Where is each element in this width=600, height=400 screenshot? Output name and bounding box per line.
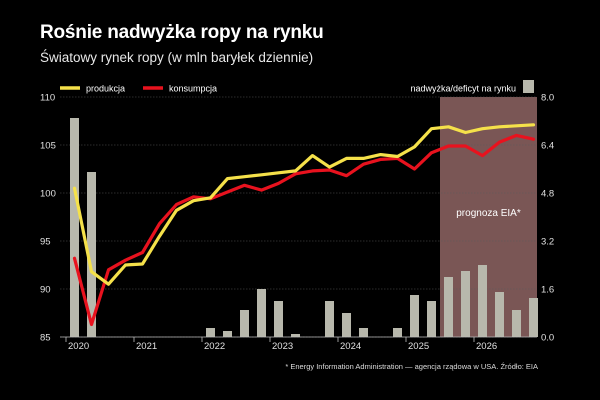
x-tick-label: 2021 bbox=[136, 341, 157, 352]
consumption-line bbox=[72, 133, 536, 327]
right-tick-label: 1.6 bbox=[541, 285, 554, 296]
balance-bar bbox=[70, 118, 79, 337]
legend: produkcja konsumpcja nadwyżka/deficyt na r… bbox=[60, 80, 534, 94]
balance-bar bbox=[342, 313, 351, 337]
right-tick-label: 6.4 bbox=[541, 141, 554, 152]
right-tick-label: 0.0 bbox=[541, 333, 554, 344]
forecast-label: prognoza EIA* bbox=[456, 208, 521, 219]
series-lines bbox=[72, 123, 536, 327]
forecast-region: prognoza EIA* bbox=[440, 97, 537, 337]
balance-bar bbox=[444, 277, 453, 337]
x-tick-label: 2025 bbox=[408, 341, 429, 352]
balance-bar bbox=[325, 301, 334, 337]
balance-bar bbox=[257, 289, 266, 337]
chart-subtitle: Światowy rynek ropy (w mln baryłek dzien… bbox=[40, 50, 314, 65]
footnote: * Energy Information Administration — ag… bbox=[285, 362, 538, 371]
balance-bars bbox=[70, 118, 538, 337]
balance-bar bbox=[393, 328, 402, 337]
left-tick-label: 100 bbox=[40, 189, 56, 200]
chart-title: Rośnie nadwyżka ropy na rynku bbox=[40, 22, 324, 43]
balance-bar bbox=[223, 331, 232, 337]
balance-bar bbox=[87, 172, 96, 337]
x-tick-label: 2023 bbox=[272, 341, 293, 352]
balance-bar bbox=[274, 301, 283, 337]
legend-consumption-label: konsumpcja bbox=[169, 84, 217, 94]
balance-bar bbox=[240, 310, 249, 337]
balance-bar bbox=[410, 295, 419, 337]
balance-bar bbox=[206, 328, 215, 337]
balance-bar bbox=[529, 298, 538, 337]
left-tick-label: 85 bbox=[40, 333, 51, 344]
axes: 85 90 95 100 105 110 0.0 1.6 3.2 4.8 6.4 8.0 2020 202… bbox=[40, 93, 554, 353]
balance-bar bbox=[359, 328, 368, 337]
left-tick-label: 105 bbox=[40, 141, 56, 152]
balance-bar bbox=[427, 301, 436, 337]
balance-bar bbox=[478, 265, 487, 337]
right-tick-label: 3.2 bbox=[541, 237, 554, 248]
x-tick-label: 2020 bbox=[68, 341, 89, 352]
legend-balance-swatch bbox=[523, 80, 534, 93]
balance-bar bbox=[512, 310, 521, 337]
x-tick-label: 2024 bbox=[340, 341, 361, 352]
legend-production-label: produkcja bbox=[86, 84, 125, 94]
left-tick-label: 110 bbox=[40, 93, 55, 104]
right-tick-label: 8.0 bbox=[541, 93, 554, 104]
production-line bbox=[72, 123, 536, 286]
right-tick-label: 4.8 bbox=[541, 189, 554, 200]
left-tick-label: 90 bbox=[40, 285, 51, 296]
balance-bar bbox=[291, 334, 300, 337]
balance-bar bbox=[461, 271, 470, 337]
x-tick-label: 2022 bbox=[204, 341, 225, 352]
x-tick-label: 2026 bbox=[476, 341, 497, 352]
left-tick-label: 95 bbox=[40, 237, 51, 248]
legend-balance-label: nadwyżka/deficyt na rynku bbox=[410, 84, 516, 94]
balance-bar bbox=[495, 292, 504, 337]
